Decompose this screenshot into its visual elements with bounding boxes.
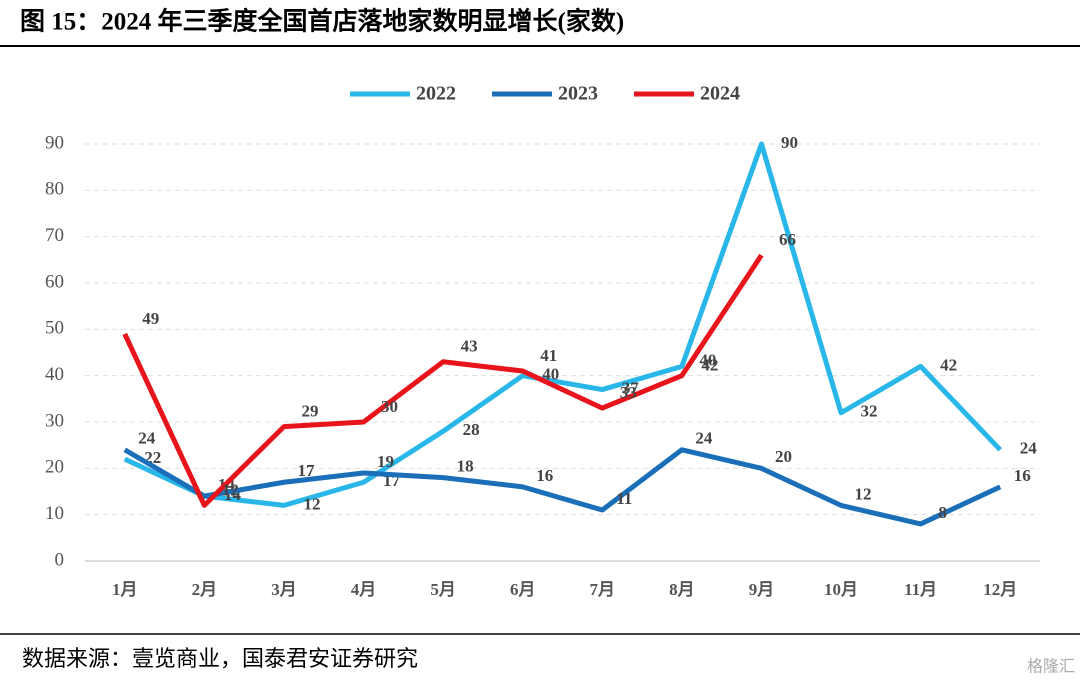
x-tick-label: 6月 (510, 580, 536, 599)
legend-label: 2024 (700, 83, 740, 105)
x-tick-label: 1月 (112, 580, 138, 599)
x-tick-label: 11月 (904, 580, 937, 599)
data-label: 24 (695, 429, 713, 448)
data-label: 30 (381, 397, 398, 416)
y-tick-label: 80 (45, 179, 64, 200)
data-label: 12 (855, 484, 872, 503)
data-label: 49 (142, 309, 159, 328)
data-label: 12 (303, 494, 320, 513)
watermark: 格隆汇 (1027, 658, 1075, 676)
data-label: 8 (938, 503, 947, 522)
y-tick-label: 70 (45, 225, 64, 246)
data-label: 16 (1014, 466, 1031, 485)
x-tick-label: 12月 (983, 580, 1017, 599)
data-label: 33 (620, 383, 637, 402)
data-label: 16 (536, 466, 553, 485)
series-line (123, 447, 1002, 527)
x-tick-label: 3月 (271, 580, 297, 599)
data-label: 90 (781, 133, 798, 152)
data-label: 40 (542, 365, 559, 384)
x-tick-label: 5月 (430, 580, 456, 599)
y-tick-label: 90 (45, 132, 64, 153)
data-label: 24 (138, 429, 156, 448)
data-label: 19 (377, 452, 394, 471)
data-label: 28 (463, 420, 480, 439)
x-tick-label: 8月 (669, 580, 695, 599)
source: 数据来源：壹览商业，国泰君安证券研究 (22, 646, 418, 671)
data-label: 20 (775, 447, 792, 466)
data-label: 29 (301, 402, 318, 421)
data-label: 41 (540, 346, 557, 365)
y-tick-label: 50 (45, 318, 64, 339)
y-tick-label: 40 (45, 364, 64, 385)
series-line (122, 253, 764, 508)
y-tick-label: 30 (45, 410, 64, 431)
y-tick-label: 10 (45, 503, 64, 524)
legend-label: 2023 (558, 83, 598, 105)
data-label: 43 (461, 337, 478, 356)
x-tick-label: 9月 (749, 580, 775, 599)
data-label: 18 (457, 457, 474, 476)
y-tick-label: 60 (45, 271, 64, 292)
legend-label: 2022 (416, 83, 456, 105)
x-tick-label: 7月 (590, 580, 616, 599)
series-line (123, 141, 1003, 508)
data-label: 32 (861, 402, 878, 421)
data-label: 11 (616, 489, 632, 508)
data-label: 24 (1020, 439, 1038, 458)
data-label: 40 (699, 351, 716, 370)
x-tick-label: 4月 (351, 580, 377, 599)
x-tick-label: 2月 (192, 580, 218, 599)
y-tick-label: 0 (55, 549, 65, 570)
data-label: 42 (940, 355, 957, 374)
chart-title: 图 15：2024 年三季度全国首店落地家数明显增长(家数) (20, 7, 624, 36)
y-tick-label: 20 (45, 457, 64, 478)
data-label: 66 (779, 230, 796, 249)
data-label: 17 (297, 461, 315, 480)
x-tick-label: 10月 (824, 580, 858, 599)
data-label: 42 (701, 355, 718, 374)
data-label: 12 (222, 480, 239, 499)
